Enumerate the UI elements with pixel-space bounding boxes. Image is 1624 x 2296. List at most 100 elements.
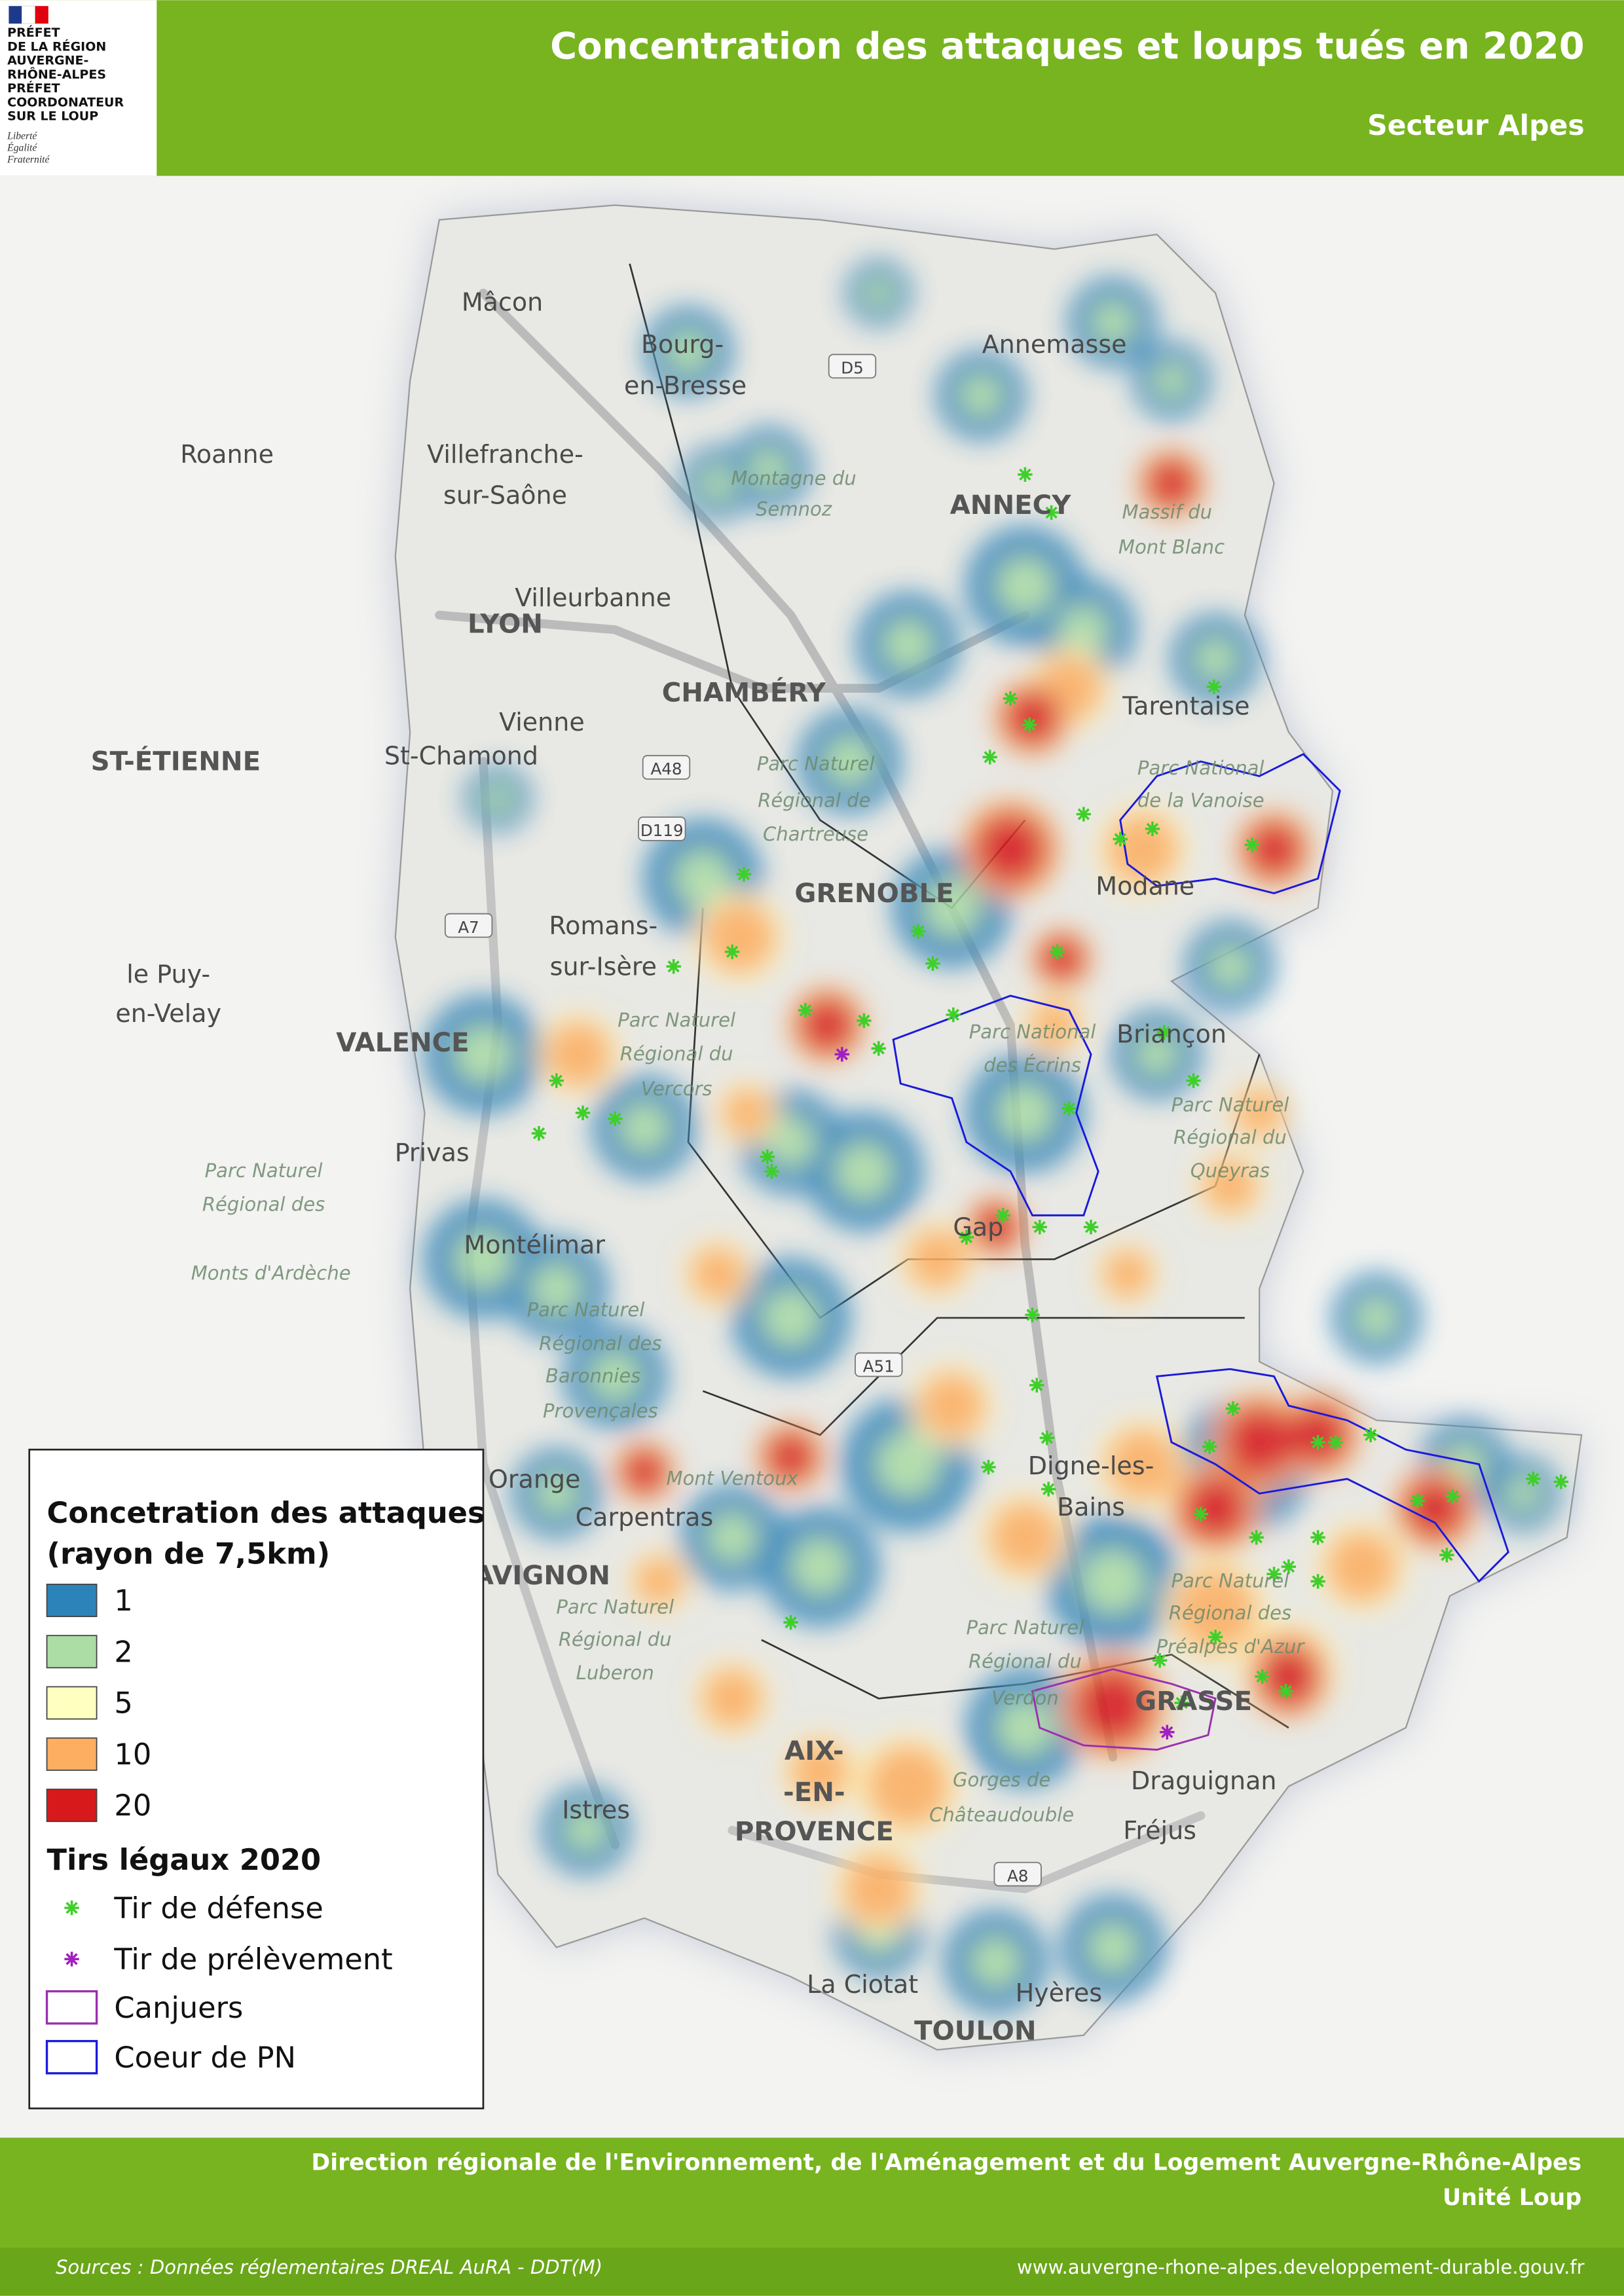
place-label: St-Chamond bbox=[384, 742, 538, 771]
heat-high bbox=[788, 1739, 853, 1804]
shot-marker bbox=[1329, 1436, 1342, 1449]
shot-marker bbox=[982, 1461, 995, 1474]
heat-mid bbox=[765, 1116, 817, 1168]
park-label: Régional du bbox=[620, 1042, 733, 1065]
shot-marker bbox=[1175, 1696, 1188, 1709]
place-label: Briançon bbox=[1116, 1019, 1227, 1048]
footer-url: www.auvergne-rhone-alpes.developpement-d… bbox=[1017, 2256, 1585, 2278]
heat-high bbox=[1104, 1426, 1181, 1503]
heat-top bbox=[764, 1430, 817, 1484]
road-shield bbox=[638, 816, 686, 841]
park-label: Parc National bbox=[969, 1021, 1096, 1043]
place-label: Tarentaise bbox=[1122, 692, 1249, 721]
heat-high bbox=[916, 1370, 987, 1441]
road-label: A51 bbox=[863, 1357, 895, 1376]
park-label: Régional du bbox=[969, 1650, 1082, 1672]
shot-marker bbox=[1312, 1436, 1324, 1449]
heat-mid bbox=[1058, 604, 1109, 656]
logo-line: PRÉFET bbox=[7, 81, 60, 96]
legend-shot: Tir de défense bbox=[113, 1891, 323, 1925]
road-shield bbox=[993, 1861, 1042, 1887]
logo-box bbox=[0, 0, 157, 176]
heat-top bbox=[1403, 1476, 1467, 1540]
shot-marker bbox=[737, 868, 750, 881]
heat-top bbox=[621, 1448, 668, 1495]
heat-mid bbox=[454, 1230, 513, 1289]
logo-line: RHÔNE-ALPES bbox=[7, 66, 106, 82]
place-label: Villefranche- bbox=[427, 440, 583, 469]
heat-top bbox=[1221, 1404, 1298, 1481]
place-label: Mont Ventoux bbox=[667, 1467, 799, 1489]
shot-marker bbox=[872, 1042, 885, 1055]
shot-marker bbox=[1153, 1654, 1166, 1667]
shot-marker bbox=[1023, 719, 1036, 731]
shot-marker bbox=[1209, 1631, 1222, 1643]
place-label: Digne-les- bbox=[1028, 1451, 1154, 1480]
road-label: A8 bbox=[1007, 1867, 1028, 1886]
heat-mid bbox=[589, 1351, 641, 1402]
heat-mid bbox=[761, 1288, 821, 1347]
shot-marker bbox=[1158, 1026, 1170, 1039]
canjuers bbox=[1031, 1668, 1217, 1751]
park-label: Parc Naturel bbox=[205, 1159, 323, 1182]
road-shield bbox=[855, 1352, 903, 1377]
shot-marker bbox=[1019, 468, 1031, 481]
park-label: Régional des bbox=[202, 1194, 325, 1216]
shot-marker bbox=[667, 960, 680, 973]
heat-mid bbox=[706, 1512, 758, 1563]
heat-high bbox=[905, 1227, 970, 1292]
heat-mid bbox=[454, 1025, 513, 1084]
shot-marker bbox=[1161, 1726, 1173, 1738]
road-label: A48 bbox=[650, 759, 682, 778]
shot-marker bbox=[1031, 1379, 1043, 1391]
heat-high bbox=[688, 1245, 747, 1303]
legend-swatch bbox=[46, 1686, 98, 1720]
place-label: Romans- bbox=[549, 911, 657, 940]
place-label: ANNECY bbox=[950, 490, 1072, 520]
shot-marker bbox=[1312, 1575, 1324, 1588]
heat-mid bbox=[534, 1471, 579, 1516]
shot-marker bbox=[1312, 1531, 1324, 1544]
park-label: Parc Naturel bbox=[966, 1616, 1084, 1639]
heat-high bbox=[1323, 1528, 1400, 1605]
park-label: Baronnies bbox=[545, 1364, 640, 1387]
legend-class: 1 bbox=[114, 1583, 132, 1618]
footer-org: Direction régionale de l'Environnement, … bbox=[311, 2149, 1581, 2176]
heat-top bbox=[1038, 936, 1086, 983]
heat-mid bbox=[673, 849, 733, 908]
legend-swatch bbox=[46, 1737, 98, 1771]
park-label: Régional du bbox=[559, 1628, 672, 1650]
heat-high bbox=[1232, 1086, 1286, 1140]
shot-marker bbox=[1208, 680, 1221, 693]
park-label: de la Vanoise bbox=[1137, 789, 1264, 811]
park-label: Verdon bbox=[991, 1686, 1059, 1709]
place-label: en-Bresse bbox=[624, 371, 747, 400]
footer-band bbox=[0, 2138, 1624, 2248]
boundary bbox=[702, 1317, 1245, 1436]
park-label: des Écrins bbox=[984, 1054, 1081, 1076]
place-label: Vienne bbox=[499, 708, 585, 737]
park-label: Queyras bbox=[1190, 1159, 1270, 1182]
footer-sources: Sources : Données réglementaires DREAL A… bbox=[56, 2256, 602, 2278]
place-label: Bourg- bbox=[641, 330, 724, 359]
shot-marker bbox=[1194, 1508, 1207, 1520]
park-label: Vercors bbox=[641, 1078, 712, 1100]
place-label: GRENOBLE bbox=[794, 879, 953, 909]
legend-shot: Tir de prélèvement bbox=[113, 1942, 392, 1977]
logo-line: COORDONATEUR bbox=[7, 95, 124, 109]
park-label: Luberon bbox=[576, 1662, 654, 1684]
shot-marker bbox=[1555, 1476, 1568, 1488]
road-shield bbox=[642, 755, 691, 780]
legend-area-label: Coeur de PN bbox=[114, 2040, 296, 2075]
place-label: Mont Blanc bbox=[1118, 536, 1225, 558]
park-label: Régional de bbox=[758, 789, 870, 811]
legend-title: (rayon de 7,5km) bbox=[47, 1537, 330, 1571]
park-label: Parc Naturel bbox=[1172, 1569, 1289, 1592]
place-label: Montélimar bbox=[464, 1231, 606, 1260]
heat-mid bbox=[922, 879, 982, 938]
heat-top bbox=[1145, 456, 1198, 510]
logo-line: PRÉFET bbox=[7, 25, 60, 40]
heat-mid bbox=[995, 1698, 1055, 1757]
shot-marker bbox=[1077, 808, 1090, 820]
legend-class: 20 bbox=[114, 1788, 151, 1823]
